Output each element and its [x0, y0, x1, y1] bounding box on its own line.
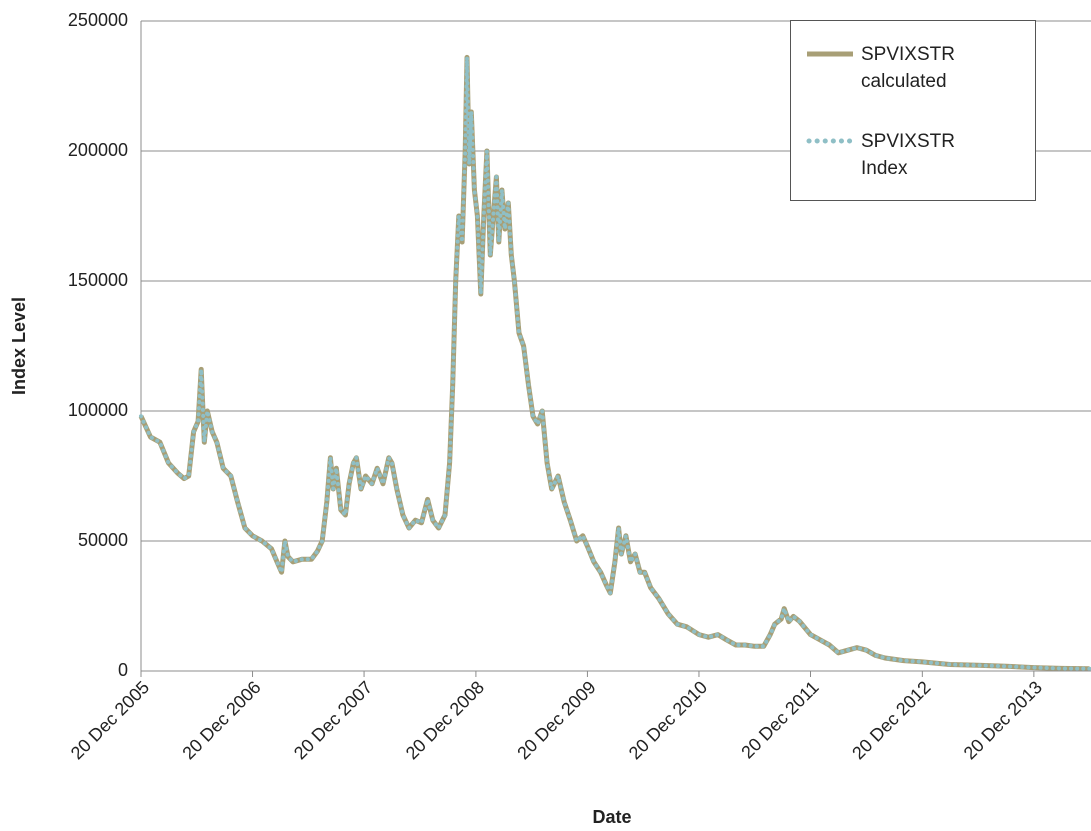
x-tick-label: 20 Dec 2006 — [178, 677, 264, 763]
y-tick-label: 200000 — [68, 140, 128, 160]
y-tick-label: 0 — [118, 660, 128, 680]
y-tick-label: 250000 — [68, 10, 128, 30]
x-tick-label: 20 Dec 2008 — [402, 677, 488, 763]
y-tick-label: 50000 — [78, 530, 128, 550]
legend-entry: SPVIXSTR calculated — [805, 41, 981, 95]
x-axis-title: Date — [592, 807, 631, 827]
x-tick-label: 20 Dec 2012 — [848, 677, 934, 763]
legend-label: SPVIXSTR Index — [861, 131, 955, 179]
legend-swatch — [806, 138, 855, 144]
x-tick-label: 20 Dec 2005 — [67, 677, 153, 763]
x-tick-label: 20 Dec 2011 — [737, 677, 822, 762]
legend-entry: SPVIXSTR Index — [805, 128, 981, 182]
legend: SPVIXSTR calculated SPVIXSTR Index — [790, 20, 1036, 201]
y-axis-title: Index Level — [9, 297, 29, 395]
x-tick-label: 20 Dec 2009 — [513, 677, 599, 763]
x-tick-label: 20 Dec 2013 — [960, 677, 1046, 763]
x-tick-label: 20 Dec 2007 — [290, 677, 376, 763]
legend-label: SPVIXSTR calculated — [861, 44, 955, 92]
y-tick-label: 100000 — [68, 400, 128, 420]
series-line — [139, 55, 1091, 671]
x-tick-label: 20 Dec 2010 — [625, 677, 711, 763]
y-tick-label: 150000 — [68, 270, 128, 290]
legend-swatch — [807, 51, 853, 57]
